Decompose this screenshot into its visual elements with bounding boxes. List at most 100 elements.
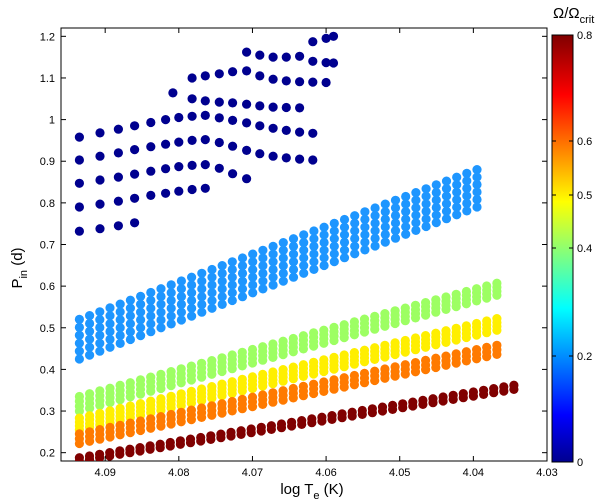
data-point-s5-27	[206, 431, 216, 441]
data-point-s0-87	[328, 58, 339, 68]
y-tick-label: 1	[49, 115, 55, 127]
data-point-s3-83	[278, 365, 288, 375]
data-point-s1-152	[329, 241, 339, 251]
data-point-s0-11	[187, 184, 197, 195]
data-point-s0-49	[187, 111, 197, 121]
data-point-s1-110	[258, 268, 268, 278]
data-point-s1-226	[452, 180, 462, 190]
data-point-s5-23	[185, 434, 196, 444]
colorbar-tick-label: 0.2	[577, 351, 592, 363]
data-point-s2-131	[400, 303, 410, 313]
data-point-s5-85	[499, 382, 509, 392]
data-point-s1-224	[452, 195, 462, 205]
data-point-s0-29	[146, 142, 156, 152]
data-point-s0-17	[146, 166, 156, 176]
data-point-s2-107	[339, 320, 349, 330]
data-point-s0-39	[281, 153, 291, 163]
data-point-s1-119	[268, 241, 278, 251]
data-point-s1-143	[309, 226, 319, 236]
data-point-s4-17	[125, 418, 135, 428]
data-point-s0-22	[214, 163, 224, 173]
data-point-s1-34	[125, 303, 135, 313]
x-tick-label: 4.07	[242, 467, 263, 479]
data-point-s1-153	[329, 234, 339, 244]
data-point-s0-10	[174, 186, 184, 196]
data-point-s2-15	[105, 383, 115, 393]
data-point-s4-125	[492, 340, 502, 350]
data-point-s1-236	[472, 187, 482, 197]
data-point-s0-42	[74, 132, 84, 142]
data-point-s1-185	[380, 199, 390, 209]
data-point-s4-122	[482, 342, 492, 352]
data-point-s1-113	[258, 245, 268, 255]
data-point-s2-163	[482, 281, 492, 291]
data-point-s2-87	[288, 333, 298, 344]
data-point-s2-143	[431, 295, 441, 305]
data-point-s1-84	[217, 299, 227, 309]
data-point-s0-74	[255, 71, 265, 81]
data-point-s0-63	[228, 98, 238, 108]
data-point-s1-220	[441, 184, 452, 194]
data-point-s1-100	[237, 261, 248, 271]
data-point-s3-51	[197, 384, 207, 394]
y-tick-label: 1.2	[40, 31, 55, 43]
colorbar-tick-label: 0.6	[577, 136, 592, 148]
data-point-s0-69	[187, 73, 197, 83]
data-point-s1-209	[421, 184, 431, 194]
data-point-s1-25	[115, 330, 125, 341]
data-point-s3-63	[227, 377, 237, 387]
data-point-s1-218	[441, 199, 452, 209]
data-point-s3-7	[85, 411, 95, 421]
data-point-s1-19	[105, 334, 115, 344]
data-point-s4-23	[146, 414, 156, 424]
data-point-s1-183	[380, 214, 390, 224]
data-point-s1-52	[156, 291, 166, 302]
data-point-s1-190	[390, 203, 401, 213]
data-point-s1-213	[431, 195, 441, 205]
data-point-s3-15	[105, 406, 115, 416]
data-point-s4-59	[268, 388, 278, 398]
data-point-s1-200	[411, 210, 421, 220]
data-point-s4-56	[258, 390, 268, 400]
data-point-s1-120	[278, 276, 288, 286]
data-point-s1-41	[136, 291, 146, 301]
data-point-s4-2	[74, 429, 84, 439]
data-point-s1-102	[248, 288, 258, 298]
data-point-s1-154	[329, 226, 339, 236]
data-point-s3-103	[329, 352, 339, 362]
data-point-s5-83	[489, 384, 499, 394]
data-point-s4-107	[431, 353, 441, 363]
data-point-s4-38	[197, 403, 207, 413]
data-point-s0-38	[268, 151, 278, 161]
data-point-s1-207	[421, 199, 431, 209]
data-point-s5-87	[509, 380, 519, 390]
data-point-s0-3	[130, 218, 140, 228]
data-point-s1-123	[278, 253, 288, 263]
data-point-s1-72	[197, 307, 207, 317]
data-point-s1-10	[85, 318, 95, 329]
data-point-s0-60	[187, 94, 197, 104]
data-point-s4-77	[329, 375, 339, 385]
data-point-s1-168	[360, 245, 370, 255]
data-point-s4-86	[359, 368, 370, 378]
data-point-s0-65	[255, 101, 265, 111]
data-point-s1-48	[156, 323, 166, 333]
data-point-s0-27	[113, 148, 123, 158]
data-point-s1-212	[431, 202, 441, 213]
data-point-s4-41	[207, 401, 217, 411]
data-point-s0-48	[174, 112, 184, 123]
data-point-s1-67	[187, 303, 197, 313]
data-point-s5-81	[479, 385, 489, 395]
data-point-s1-103	[248, 280, 258, 290]
data-point-s1-77	[197, 268, 207, 278]
data-point-s1-202	[411, 195, 421, 205]
data-point-s3-91	[298, 360, 308, 370]
data-point-s1-54	[166, 319, 176, 329]
data-point-s0-24	[242, 174, 252, 184]
data-point-s0-2	[113, 221, 123, 231]
data-point-s2-47	[186, 361, 196, 371]
data-point-s1-225	[452, 187, 462, 197]
data-point-s3-95	[309, 357, 319, 367]
data-point-s1-35	[125, 295, 135, 305]
data-point-s1-131	[288, 234, 299, 244]
